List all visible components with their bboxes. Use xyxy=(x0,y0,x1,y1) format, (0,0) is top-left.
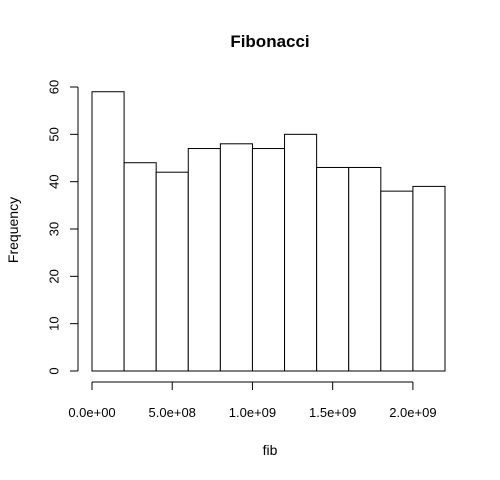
y-axis-label: Frequency xyxy=(5,197,21,263)
y-tick-label: 0 xyxy=(46,367,61,374)
x-tick-label: 2.0e+09 xyxy=(389,405,436,420)
histogram-bar xyxy=(348,166,382,372)
histogram-bar xyxy=(155,171,189,372)
x-tick-label: 5.0e+08 xyxy=(149,405,196,420)
x-tick-label: 0.0e+00 xyxy=(68,405,115,420)
histogram-bar xyxy=(91,91,125,372)
histogram-bar xyxy=(380,190,414,372)
histogram-bar xyxy=(412,185,446,372)
y-tick-label: 60 xyxy=(46,80,61,94)
histogram-bar xyxy=(251,148,286,372)
histogram-bar xyxy=(284,133,318,372)
histogram-bar xyxy=(219,143,253,372)
chart-title: Fibonacci xyxy=(230,32,309,51)
histogram-bar xyxy=(123,162,157,372)
y-tick-label: 50 xyxy=(46,127,61,141)
x-tick-label: 1.5e+09 xyxy=(309,405,356,420)
histogram-bar xyxy=(316,166,350,372)
y-tick-label: 40 xyxy=(46,174,61,188)
x-axis-label: fib xyxy=(263,442,278,458)
y-tick-label: 10 xyxy=(46,316,61,330)
x-axis: 0.0e+00 5.0e+08 1.0e+09 1.5e+09 2.0e+09 xyxy=(68,381,437,420)
y-axis: 0 10 20 30 40 50 60 xyxy=(46,80,79,375)
y-tick-label: 30 xyxy=(46,222,61,236)
y-tick-label: 20 xyxy=(46,269,61,283)
histogram-bar xyxy=(187,148,221,372)
bars-group xyxy=(91,91,446,372)
x-tick-label: 1.0e+09 xyxy=(229,405,276,420)
